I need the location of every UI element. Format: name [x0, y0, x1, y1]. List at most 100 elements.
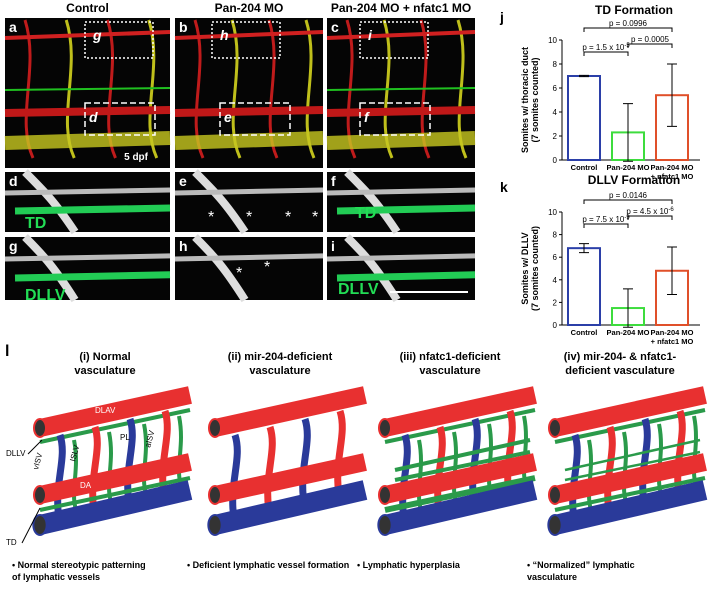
vessel — [336, 271, 476, 282]
tube — [213, 453, 367, 504]
inset-box — [219, 102, 291, 136]
significance-bracket — [583, 51, 629, 56]
y-tick-label: 4 — [553, 108, 558, 117]
vessel — [14, 204, 171, 215]
lymphatic — [394, 438, 531, 472]
tube-end — [548, 485, 562, 505]
lymphatic — [394, 450, 531, 482]
panel-letter: b — [179, 19, 188, 35]
bar — [567, 75, 601, 161]
panel-letter: i — [331, 238, 335, 254]
schematic-title: deficient vasculature — [565, 365, 674, 377]
annotation: DLLV — [25, 287, 66, 304]
y-tick-label: 8 — [553, 60, 558, 69]
annotation: TD — [355, 205, 376, 222]
vessel-label: DA — [80, 481, 92, 490]
caption: • Deficient lymphatic vessel formation — [187, 560, 349, 570]
x-tick-label: + nfatc1 MO — [651, 337, 694, 346]
p-value-exponent: -5 — [624, 43, 630, 49]
error-bar — [579, 243, 589, 254]
schematic-title: vasculature — [249, 365, 310, 377]
vessel-label: ISLV — [68, 443, 81, 462]
pointer — [21, 507, 41, 544]
inset-box — [211, 21, 281, 59]
tube — [553, 386, 707, 437]
schematic-title: (ii) mir-204-deficient — [228, 351, 333, 363]
tube-end — [33, 485, 47, 505]
vessel — [22, 234, 79, 303]
lymphatic — [39, 476, 191, 512]
inset-box — [84, 21, 154, 59]
y-tick-label: 10 — [548, 208, 557, 217]
y-tick-label: 2 — [553, 298, 558, 307]
micrograph — [327, 172, 475, 232]
annotation: DLLV — [338, 281, 379, 298]
p-value: p = 0.0005 — [631, 35, 670, 44]
inset-label: d — [89, 109, 98, 125]
x-tick-label: Control — [571, 163, 598, 172]
panel-letter: j — [499, 9, 504, 25]
stage-label: 5 dpf — [124, 152, 149, 163]
panel-letter: f — [331, 173, 336, 189]
vessel — [326, 106, 476, 117]
caption: • Lymphatic hyperplasia — [357, 560, 461, 570]
vessel — [4, 30, 171, 40]
vessel — [4, 106, 171, 117]
p-value: p = 0.0146 — [609, 191, 648, 200]
tube — [383, 386, 537, 437]
error-bar — [667, 246, 677, 295]
p-value-text: p = 4.5 x 10 — [626, 207, 669, 216]
vessel — [4, 187, 171, 196]
schematic-title: vasculature — [74, 365, 135, 377]
chart-title: TD Formation — [595, 3, 673, 17]
vessel — [174, 30, 324, 40]
vessel — [326, 253, 476, 262]
inset-box — [359, 102, 431, 136]
vessel — [4, 87, 171, 91]
vessel — [192, 169, 249, 235]
vessel — [4, 131, 171, 150]
tube — [213, 386, 367, 437]
tube-end — [208, 418, 222, 438]
vessel — [174, 131, 324, 150]
p-value: p = 4.5 x 10-6 — [626, 207, 674, 216]
p-value-exponent: -6 — [668, 207, 674, 213]
y-tick-label: 6 — [553, 84, 558, 93]
micrograph — [327, 237, 475, 300]
significance-bracket — [627, 43, 673, 48]
x-tick-label: + nfatc1 MO — [651, 172, 694, 181]
vessel — [174, 253, 324, 262]
schematic-title: (iii) nfatc1-deficient — [400, 351, 501, 363]
tube-end — [377, 514, 393, 536]
micrograph — [175, 237, 323, 300]
panel-letter: c — [331, 19, 339, 35]
lymphatic — [564, 438, 701, 472]
panel-header: Control — [66, 1, 109, 15]
tube — [37, 480, 193, 535]
asterisk: * — [208, 209, 214, 226]
x-tick-label: Pan-204 MO — [651, 328, 694, 337]
error-bar — [623, 103, 633, 162]
y-tick-label: 0 — [553, 321, 558, 330]
caption: of lymphatic vessels — [12, 572, 100, 582]
caption: vasculature — [527, 572, 577, 582]
significance-bracket — [627, 215, 673, 220]
p-value-text: p = 0.0005 — [631, 35, 670, 44]
y-tick-label: 6 — [553, 253, 558, 262]
tube — [552, 480, 708, 535]
y-axis-label: (7 somites counted) — [530, 226, 540, 311]
asterisk: * — [246, 209, 252, 226]
vessel — [326, 87, 476, 91]
inset-label: i — [368, 27, 373, 43]
p-value-text: p = 0.0146 — [609, 191, 648, 200]
panel-letter: h — [179, 238, 188, 254]
tube — [38, 386, 192, 437]
asterisk: * — [236, 265, 242, 282]
vessel — [336, 204, 476, 215]
vessel — [174, 106, 324, 117]
panel-header: Pan-204 MO + nfatc1 MO — [331, 1, 471, 15]
lymphatic — [554, 476, 706, 512]
inset-label: g — [92, 27, 102, 43]
bar — [655, 269, 689, 327]
vessel-label: PL — [120, 433, 130, 442]
